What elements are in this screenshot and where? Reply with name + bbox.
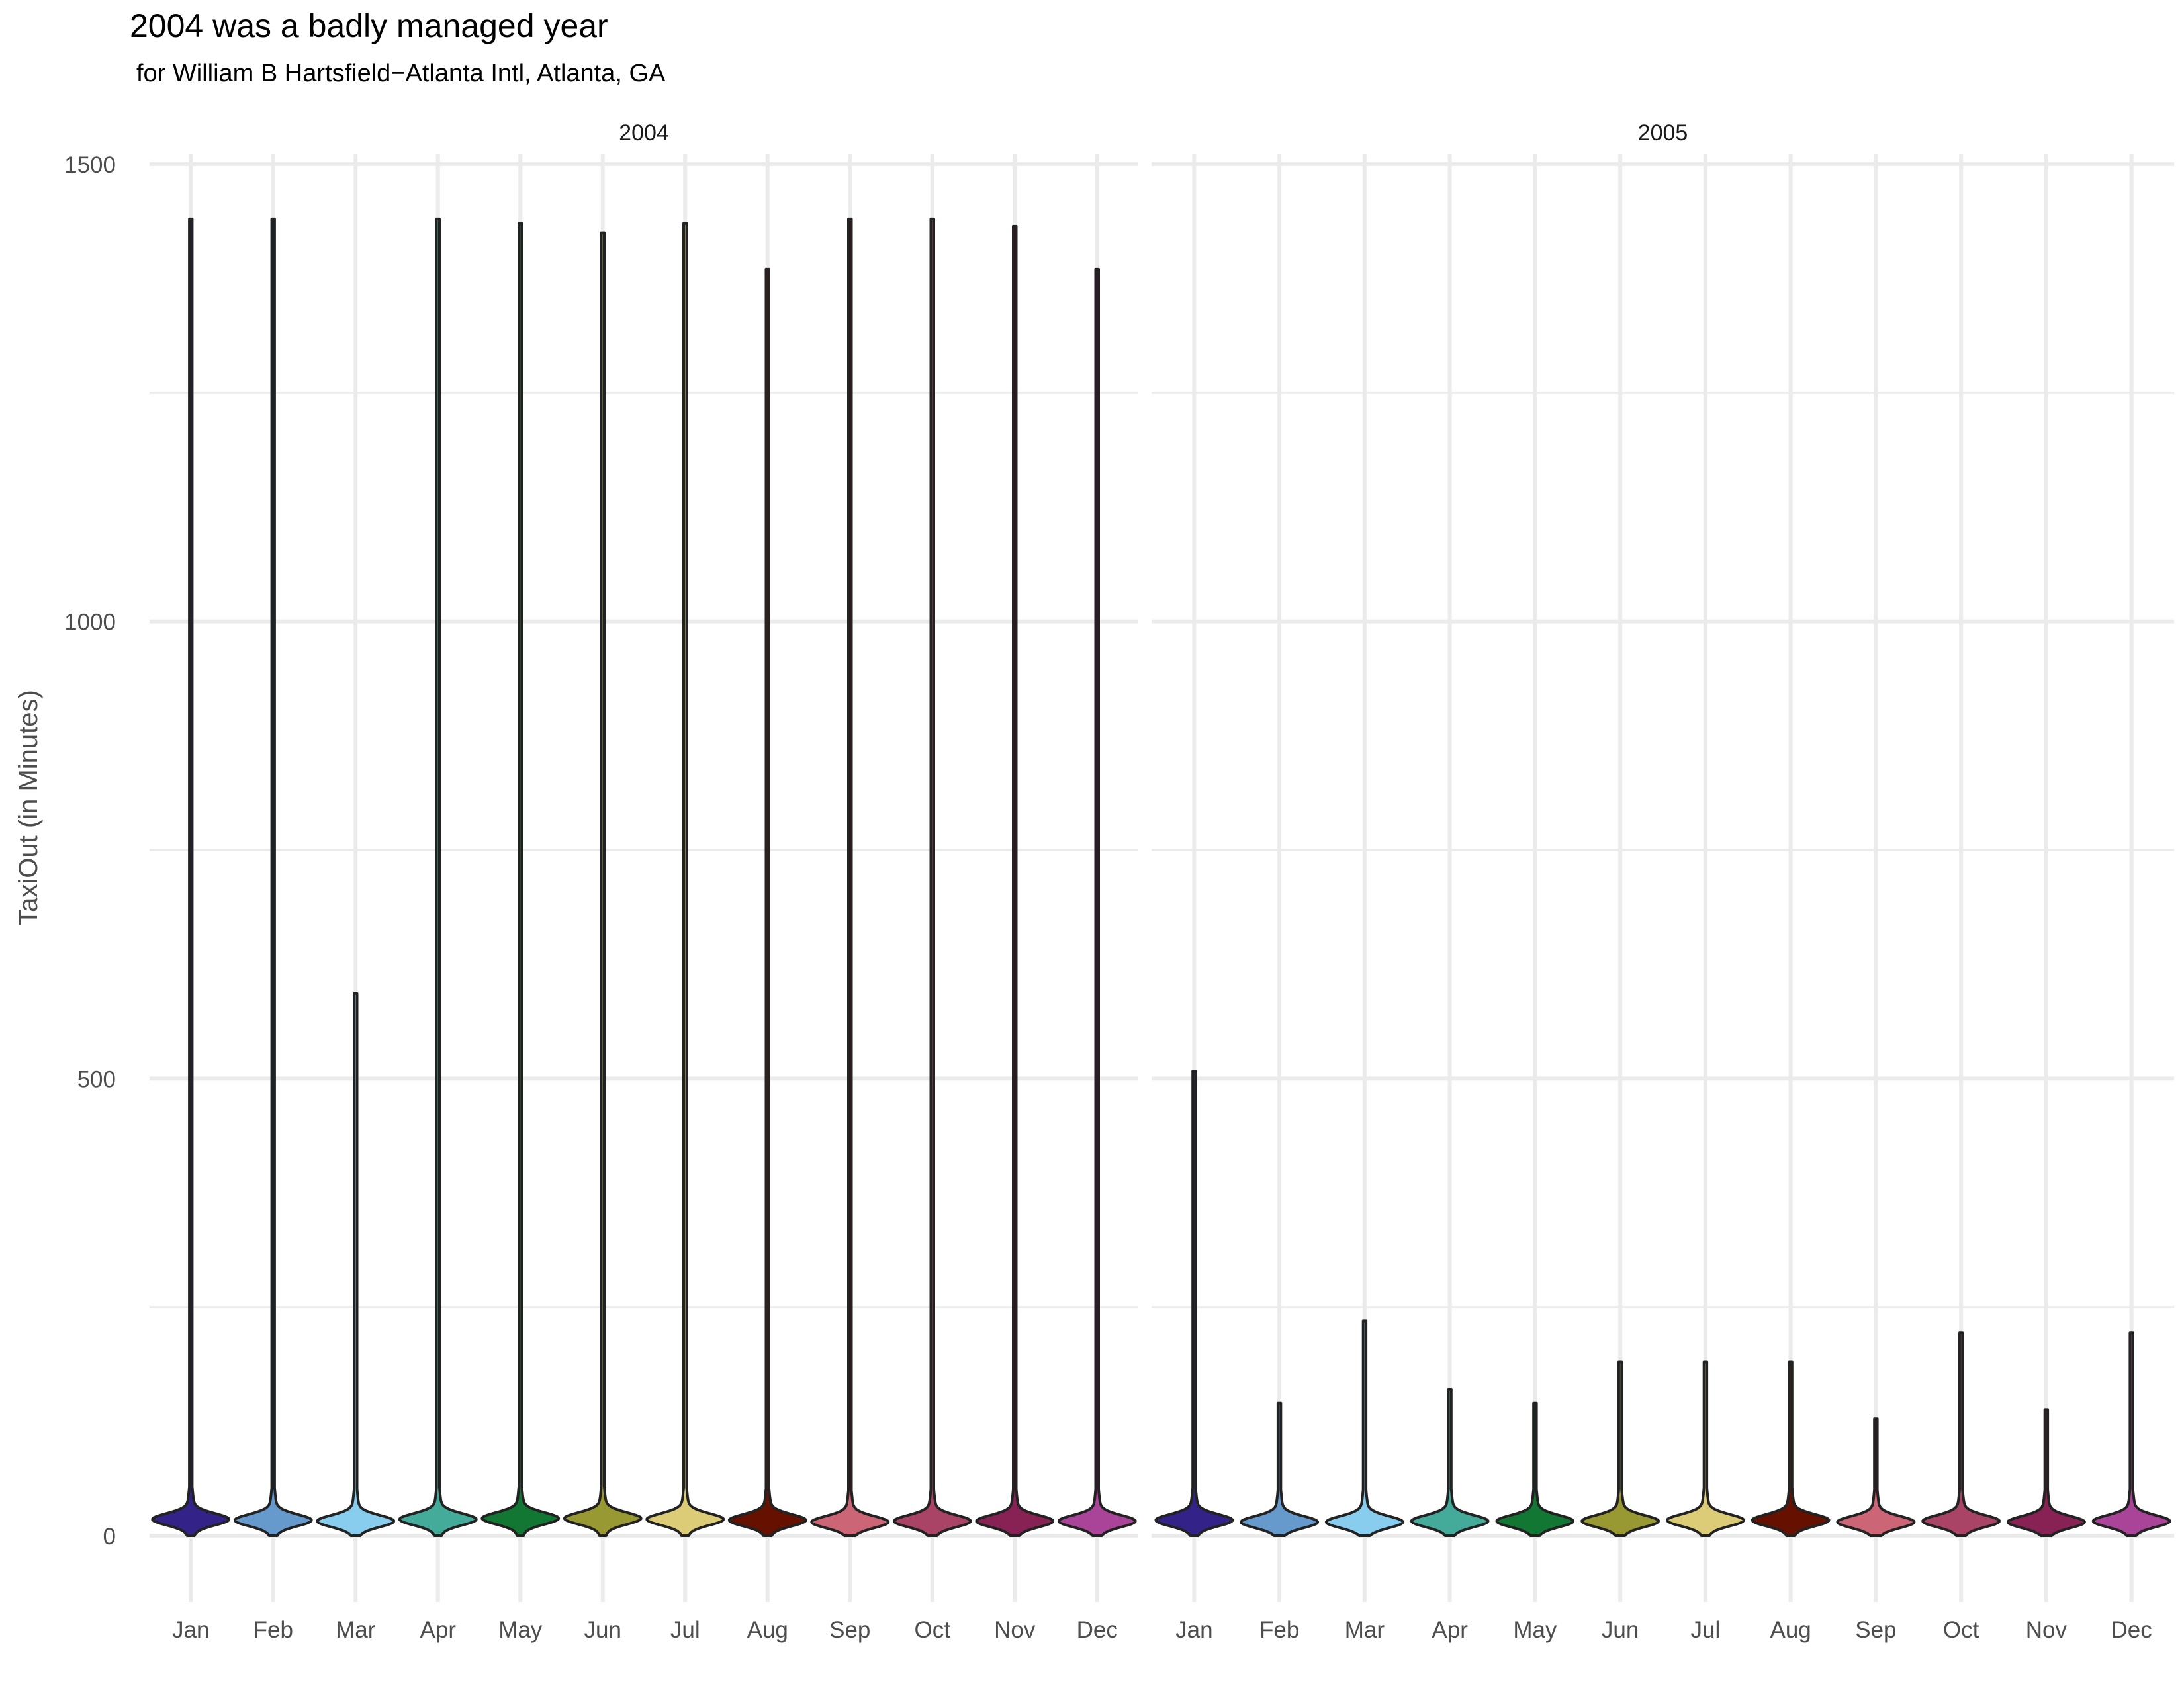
- x-tick-label: Nov: [2026, 1617, 2068, 1643]
- chart-title: 2004 was a badly managed year: [130, 7, 608, 44]
- x-tick-label: Jul: [670, 1617, 700, 1643]
- axes: 0 500 1000 1500 2004 Jan Feb Mar Apr May Jun Jul Aug…: [64, 120, 2152, 1643]
- violin-2005-Oct: [1921, 1331, 2001, 1537]
- violin-2004-Apr: [398, 217, 478, 1537]
- x-tick-label: Jan: [1175, 1617, 1212, 1643]
- x-tick-label: Oct: [1943, 1617, 1979, 1643]
- y-tick-label: 1500: [64, 152, 116, 178]
- x-tick-label: Oct: [915, 1617, 951, 1643]
- y-tick-label: 1000: [64, 610, 116, 635]
- chart-subtitle: for William B Hartsfield−Atlanta Intl, A…: [136, 60, 666, 87]
- violin-2005-Nov: [2006, 1408, 2086, 1537]
- violin-2004-Aug: [727, 267, 807, 1537]
- violin-2004-Feb: [233, 217, 313, 1537]
- x-tick-label: Dec: [2111, 1617, 2152, 1643]
- x-tick-label: Dec: [1077, 1617, 1118, 1643]
- x-tick-label: May: [498, 1617, 543, 1643]
- x-tick-label: Jun: [584, 1617, 621, 1643]
- violin-2004-Dec: [1057, 267, 1137, 1537]
- x-tick-label: Apr: [1432, 1617, 1468, 1643]
- violin-2004-Sep: [810, 217, 890, 1537]
- x-tick-label: Mar: [1345, 1617, 1385, 1643]
- x-tick-label: Jun: [1602, 1617, 1639, 1643]
- x-tick-label: Jan: [172, 1617, 209, 1643]
- x-tick-label: Aug: [747, 1617, 788, 1643]
- violin-2005-Jun: [1580, 1360, 1661, 1537]
- violin-2005-Dec: [2091, 1331, 2171, 1537]
- x-tick-label: Sep: [829, 1617, 870, 1643]
- violins: [151, 217, 2171, 1537]
- x-tick-label: Sep: [1855, 1617, 1896, 1643]
- violin-2004-Oct: [892, 217, 972, 1537]
- violin-2005-May: [1495, 1401, 1575, 1537]
- violin-2004-Mar: [316, 992, 396, 1537]
- violin-2004-May: [480, 222, 561, 1537]
- x-tick-label: May: [1513, 1617, 1557, 1643]
- violin-2005-Jul: [1666, 1360, 1745, 1537]
- x-tick-label: Mar: [336, 1617, 376, 1643]
- y-tick-label: 0: [103, 1524, 116, 1550]
- violin-2004-Nov: [975, 224, 1055, 1537]
- x-tick-label: Jul: [1691, 1617, 1721, 1643]
- violin-2004-Jan: [151, 217, 231, 1537]
- violin-2004-Jun: [563, 231, 643, 1537]
- x-tick-label: Aug: [1770, 1617, 1811, 1643]
- gridlines: [150, 154, 2174, 1602]
- facet-label-2005: 2005: [1638, 120, 1688, 146]
- violin-2005-Apr: [1410, 1388, 1490, 1537]
- violin-2005-Feb: [1240, 1401, 1320, 1537]
- violin-2005-Aug: [1751, 1360, 1831, 1537]
- x-tick-label: Nov: [994, 1617, 1036, 1643]
- facet-label-2004: 2004: [619, 120, 669, 146]
- y-tick-label: 500: [77, 1066, 116, 1092]
- x-tick-label: Apr: [420, 1617, 457, 1643]
- violin-2005-Mar: [1324, 1319, 1404, 1537]
- x-tick-label: Feb: [253, 1617, 293, 1643]
- violin-2005-Jan: [1154, 1070, 1234, 1537]
- violin-2005-Sep: [1836, 1417, 1916, 1537]
- violin-2004-Jul: [645, 222, 725, 1537]
- x-tick-label: Feb: [1259, 1617, 1299, 1643]
- y-axis-label: TaxiOut (in Minutes): [14, 690, 43, 925]
